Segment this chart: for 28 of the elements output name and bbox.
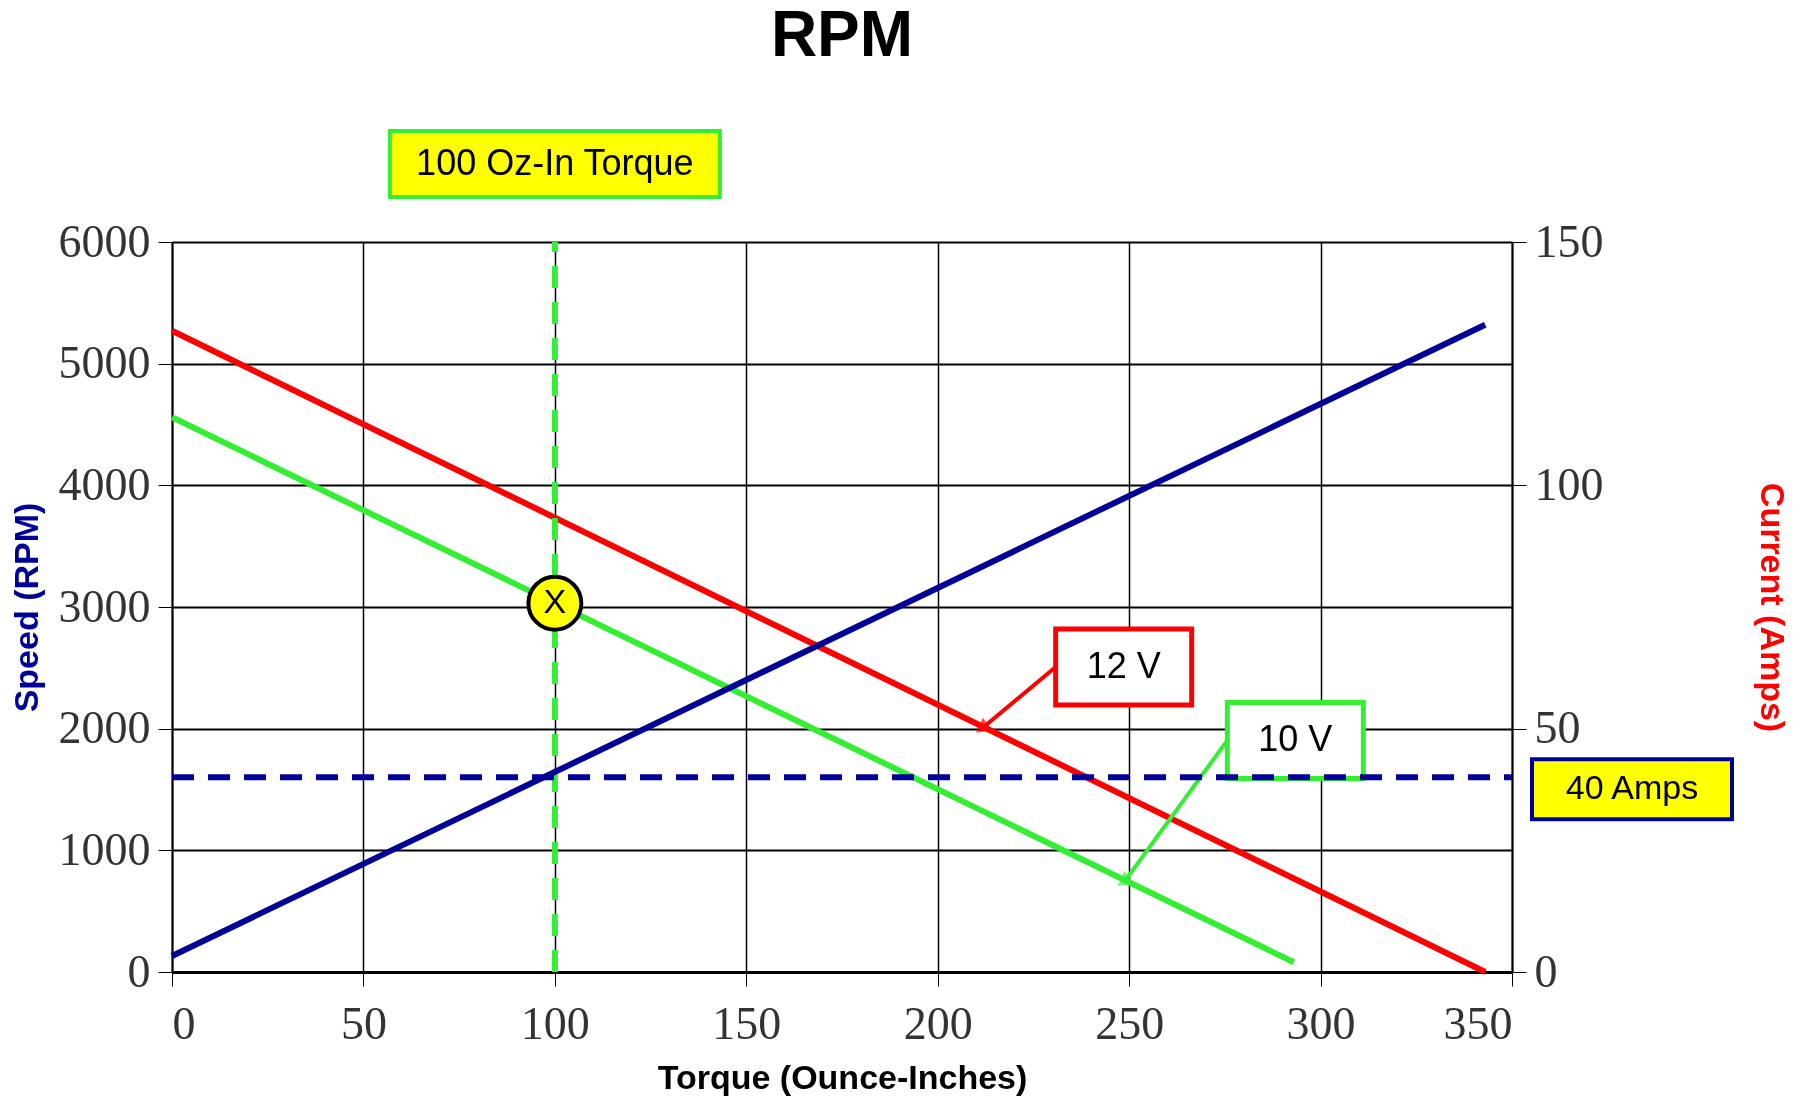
y2-axis-title: Current (Amps) — [1753, 482, 1792, 733]
x-tick-label: 250 — [1095, 997, 1165, 1049]
x-tick-label: 200 — [903, 997, 973, 1049]
x-tick-label: 300 — [1286, 997, 1356, 1049]
y-tick-label: 6000 — [58, 215, 151, 267]
y-tick-label: 3000 — [58, 580, 151, 632]
y-tick-label: 5000 — [58, 337, 151, 389]
annotation: 12 V — [1086, 645, 1161, 687]
x-tick-label: 100 — [520, 997, 590, 1049]
y2-tick-label: 100 — [1534, 458, 1604, 510]
x-tick-label: 150 — [712, 997, 782, 1049]
chart-title: RPM — [770, 0, 914, 70]
y-tick-label: 1000 — [58, 823, 151, 875]
y-tick-label: 0 — [127, 945, 151, 997]
y2-tick-label: 50 — [1534, 702, 1581, 754]
x-tick-label: 350 — [1443, 997, 1513, 1049]
x-axis-title: Torque (Ounce-Inches) — [657, 1057, 1028, 1096]
y2-tick-label: 150 — [1534, 215, 1604, 267]
x-tick-label: 50 — [340, 997, 387, 1049]
annotation: 10 V — [1258, 718, 1333, 760]
y-tick-label: 2000 — [58, 702, 151, 754]
y-axis-title: Speed (RPM) — [6, 502, 45, 713]
y2-tick-label: 0 — [1534, 945, 1558, 997]
x-tick-label: 0 — [172, 997, 196, 1049]
ref-line-label: 40 Amps — [1565, 768, 1699, 807]
annotation: X — [543, 582, 567, 621]
y-tick-label: 4000 — [58, 458, 151, 510]
ref-line-label: 100 Oz-In Torque — [416, 142, 694, 183]
